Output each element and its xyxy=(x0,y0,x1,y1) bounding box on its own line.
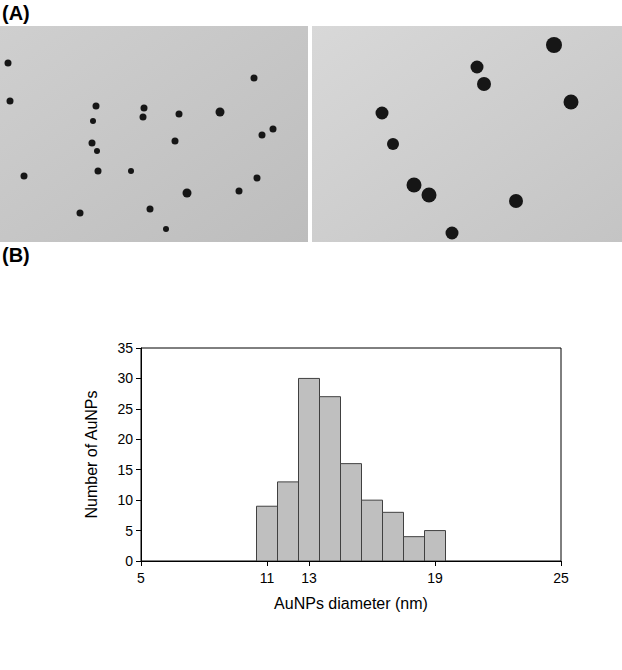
svg-text:11: 11 xyxy=(260,570,275,586)
html-text:(A): (A) xyxy=(2,2,30,24)
svg-text:5: 5 xyxy=(125,523,133,539)
svg-text:13: 13 xyxy=(301,570,317,586)
svg-text:Number of AuNPs: Number of AuNPs xyxy=(83,390,100,518)
svg-text:5: 5 xyxy=(137,570,145,586)
svg-text:35: 35 xyxy=(117,340,133,356)
svg-text:15: 15 xyxy=(117,462,133,478)
svg-text:10: 10 xyxy=(117,492,133,508)
html-text:(B): (B) xyxy=(2,244,30,266)
svg-text:25: 25 xyxy=(553,570,569,586)
svg-text:19: 19 xyxy=(427,570,443,586)
svg-text:AuNPs diameter (nm): AuNPs diameter (nm) xyxy=(274,595,428,612)
svg-text:25: 25 xyxy=(117,401,133,417)
svg-text:0: 0 xyxy=(125,553,133,569)
svg-text:20: 20 xyxy=(117,431,133,447)
svg-text:30: 30 xyxy=(117,370,133,386)
